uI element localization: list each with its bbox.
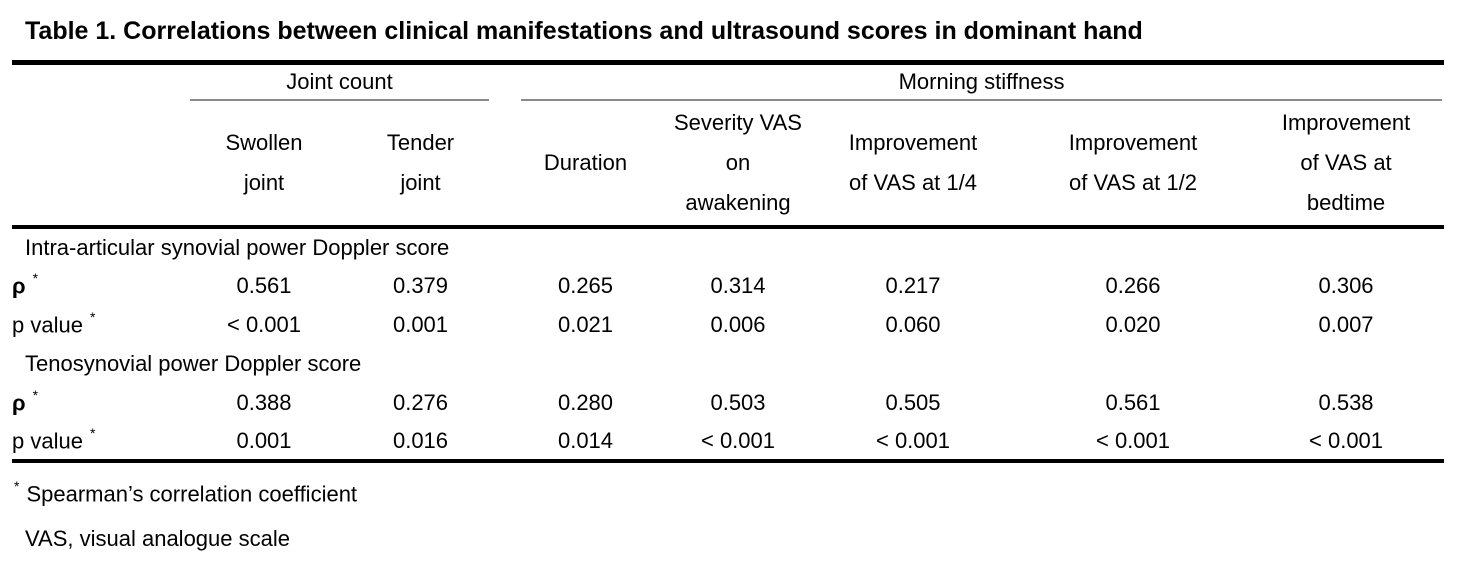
row-label-rho: ρ * bbox=[12, 383, 190, 422]
column-header-improvement-vas-bedtime: Improvement of VAS at bedtime bbox=[1248, 101, 1445, 229]
section-label-intra-articular: Intra-articular synovial power Doppler s… bbox=[25, 234, 450, 260]
row-label-rho: ρ * bbox=[12, 266, 190, 305]
rho-row-tenosynovial: ρ * 0.388 0.276 0.280 0.503 0.505 0.561 0… bbox=[12, 383, 1444, 422]
table-cell: 0.561 bbox=[236, 272, 292, 298]
table-cell: 0.014 bbox=[557, 427, 614, 453]
table-cell: < 0.001 bbox=[226, 311, 301, 337]
group-header-morning-stiffness-label: Morning stiffness bbox=[521, 65, 1443, 101]
footnote-mark: * bbox=[89, 308, 96, 325]
group-header-row: Joint count Morning stiffness bbox=[12, 63, 1444, 102]
section-label-tenosynovial: Tenosynovial power Doppler score bbox=[25, 350, 362, 376]
table-footnotes: * Spearman’s correlation coefficient VAS,… bbox=[14, 474, 1457, 553]
table-cell: 0.266 bbox=[1105, 272, 1161, 298]
table-cell: 0.505 bbox=[885, 389, 941, 415]
row-label-pvalue: p value * bbox=[12, 422, 190, 461]
column-header-duration: Duration bbox=[503, 101, 668, 229]
table-cell: 0.001 bbox=[236, 427, 292, 453]
table-cell: 0.306 bbox=[1318, 272, 1374, 298]
footnote-spearman-text: Spearman’s correlation coefficient bbox=[26, 481, 358, 507]
pvalue-label: p value bbox=[12, 428, 83, 454]
table-cell: 0.561 bbox=[1105, 389, 1161, 415]
table-cell: 0.217 bbox=[885, 272, 941, 298]
footnote-asterisk-mark: * bbox=[14, 478, 20, 494]
column-header-row: Swollen joint Tender joint Duration Seve… bbox=[12, 101, 1445, 229]
correlation-table: Joint count Morning stiffness Swollen jo… bbox=[12, 60, 1445, 463]
column-header-tender-joint: Tender joint bbox=[338, 101, 503, 229]
column-header-improvement-vas-half: Improvement of VAS at 1/2 bbox=[1018, 101, 1248, 229]
row-label-pvalue: p value * bbox=[12, 305, 190, 344]
table-cell: 0.016 bbox=[392, 427, 449, 453]
table-cell: < 0.001 bbox=[1309, 427, 1384, 453]
rho-symbol: ρ bbox=[12, 390, 26, 416]
column-header-swollen-joint: Swollen joint bbox=[190, 101, 338, 229]
footnote-spearman: * Spearman’s correlation coefficient bbox=[14, 474, 1457, 508]
footnote-vas-text: VAS, visual analogue scale bbox=[25, 526, 290, 552]
pvalue-row-intra-articular: p value * < 0.001 0.001 0.021 0.006 0.060… bbox=[12, 305, 1444, 344]
column-header-empty bbox=[12, 101, 190, 229]
table-cell: < 0.001 bbox=[1095, 427, 1170, 453]
table-title: Table 1. Correlations between clinical m… bbox=[25, 17, 1143, 45]
section-row-intra-articular: Intra-articular synovial power Doppler s… bbox=[12, 227, 1444, 266]
table-cell: 0.503 bbox=[710, 389, 766, 415]
pvalue-row-tenosynovial: p value * 0.001 0.016 0.014 < 0.001 < 0.0… bbox=[12, 422, 1444, 461]
footnote-mark: * bbox=[89, 424, 96, 441]
group-header-joint-count: Joint count bbox=[190, 63, 503, 101]
table-cell: 0.388 bbox=[236, 389, 292, 415]
column-header-severity-vas-awakening: Severity VAS on awakening bbox=[668, 101, 808, 229]
table-cell: 0.265 bbox=[557, 272, 614, 298]
table-cell: 0.379 bbox=[392, 272, 449, 298]
footnote-vas: VAS, visual analogue scale bbox=[14, 525, 1457, 553]
rho-symbol: ρ bbox=[12, 273, 26, 299]
footnote-mark: * bbox=[32, 269, 39, 286]
column-header-improvement-vas-quarter: Improvement of VAS at 1/4 bbox=[808, 101, 1018, 229]
table-cell: 0.276 bbox=[392, 389, 449, 415]
group-header-spacer bbox=[12, 63, 190, 102]
table-cell: 0.020 bbox=[1105, 311, 1161, 337]
rho-row-intra-articular: ρ * 0.561 0.379 0.265 0.314 0.217 0.266 0… bbox=[12, 266, 1444, 305]
table-cell: 0.538 bbox=[1318, 389, 1374, 415]
table-cell: 0.006 bbox=[710, 311, 766, 337]
table-cell: 0.314 bbox=[710, 272, 766, 298]
table-cell: 0.007 bbox=[1318, 311, 1374, 337]
group-header-morning-stiffness: Morning stiffness bbox=[503, 63, 1444, 101]
table-cell: < 0.001 bbox=[700, 427, 775, 453]
table-cell: 0.060 bbox=[885, 311, 941, 337]
section-row-tenosynovial: Tenosynovial power Doppler score bbox=[12, 344, 1444, 383]
table-cell: 0.021 bbox=[557, 311, 614, 337]
footnote-mark: * bbox=[32, 386, 39, 403]
group-header-joint-count-label: Joint count bbox=[190, 65, 489, 101]
pvalue-label: p value bbox=[12, 312, 83, 338]
table-cell: < 0.001 bbox=[875, 427, 950, 453]
table-cell: 0.280 bbox=[557, 389, 614, 415]
table-cell: 0.001 bbox=[392, 311, 449, 337]
